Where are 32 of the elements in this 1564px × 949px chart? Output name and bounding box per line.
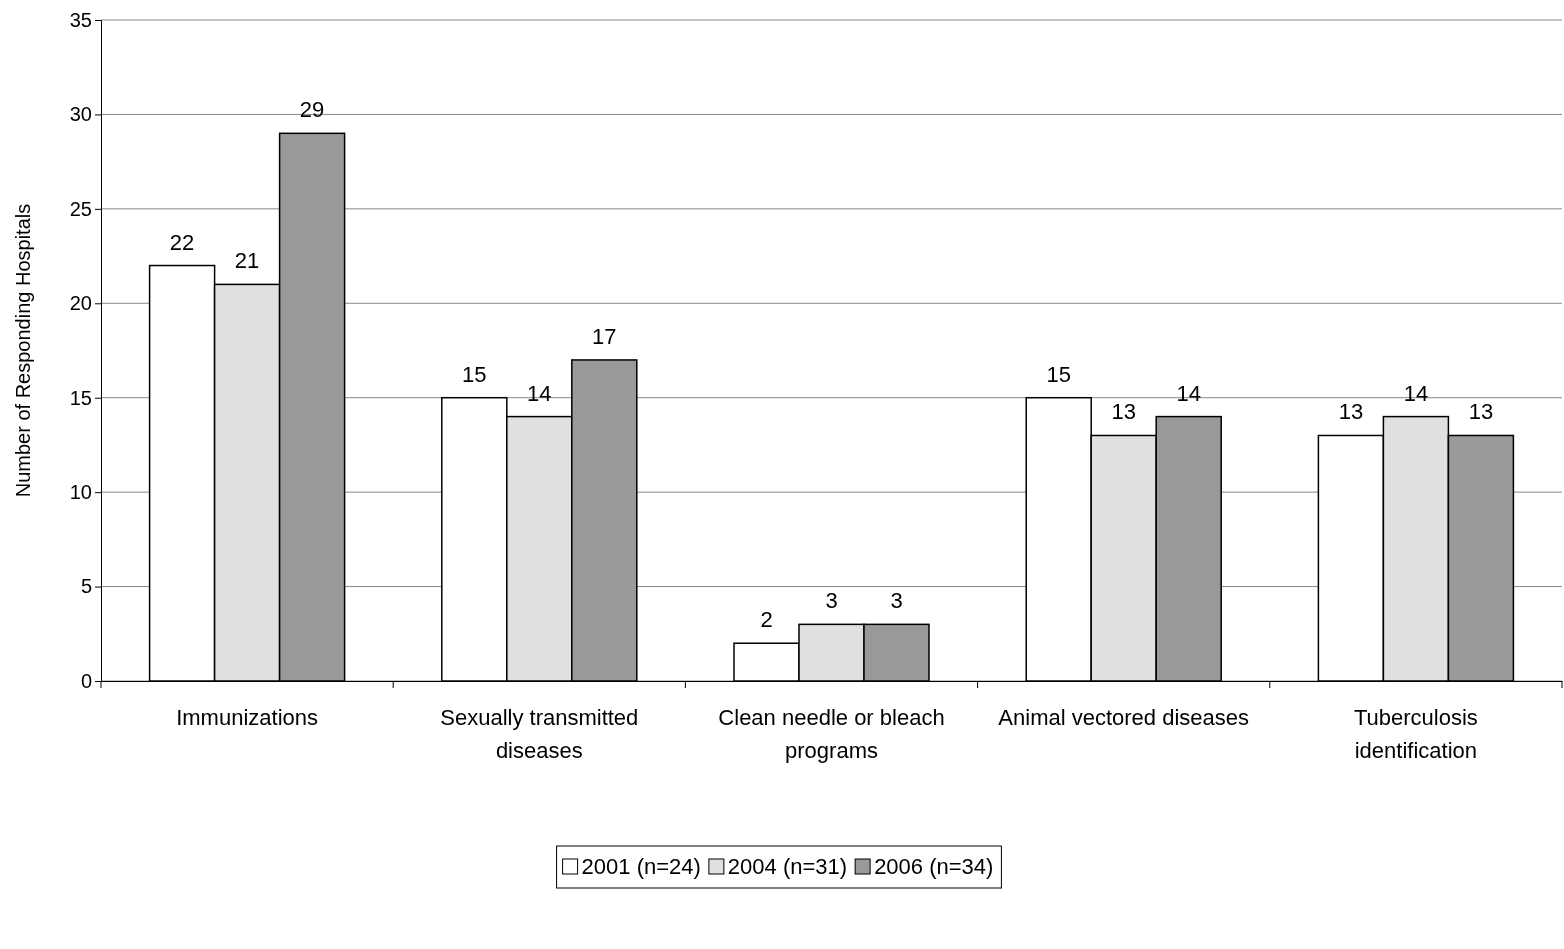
x-tick-label: Clean needle or bleach programs (718, 705, 945, 763)
data-label: 15 (1046, 361, 1071, 387)
y-tick-label: 0 (80, 669, 92, 692)
y-tick-label: 20 (69, 292, 92, 315)
legend-label: 2004 (n=31) (727, 854, 848, 879)
y-axis-title: Number of Responding Hospitals (12, 203, 34, 498)
x-tick-label: Tuberculosis identification (1353, 705, 1478, 763)
data-label: 14 (1176, 380, 1201, 406)
data-label: 2 (760, 607, 773, 633)
data-label: 21 (234, 248, 260, 274)
y-tick-label: 25 (69, 197, 92, 220)
data-label: 17 (592, 323, 617, 349)
x-tick-label: Sexually transmitted diseases (440, 705, 639, 763)
data-label: 3 (825, 588, 838, 614)
x-tick-label: Animal vectored diseases (998, 705, 1250, 730)
legend-label: 2006 (n=34) (874, 854, 994, 879)
y-tick-label: 30 (69, 103, 92, 126)
data-label: 3 (890, 588, 903, 614)
data-label: 29 (299, 97, 325, 123)
x-tick-label: Immunizations (176, 705, 319, 730)
legend-label: 2001 (n=24) (581, 854, 701, 879)
y-tick-label: 15 (69, 386, 92, 409)
data-label: 15 (462, 361, 487, 387)
y-tick-label: 5 (80, 575, 92, 598)
data-label: 13 (1468, 399, 1494, 425)
data-label: 13 (1338, 399, 1364, 425)
data-label: 14 (1403, 380, 1429, 406)
y-tick-label: 10 (69, 481, 92, 504)
data-label: 22 (169, 229, 195, 255)
data-label: 13 (1111, 399, 1136, 425)
data-label: 14 (527, 380, 552, 406)
y-tick-label: 35 (69, 8, 92, 31)
